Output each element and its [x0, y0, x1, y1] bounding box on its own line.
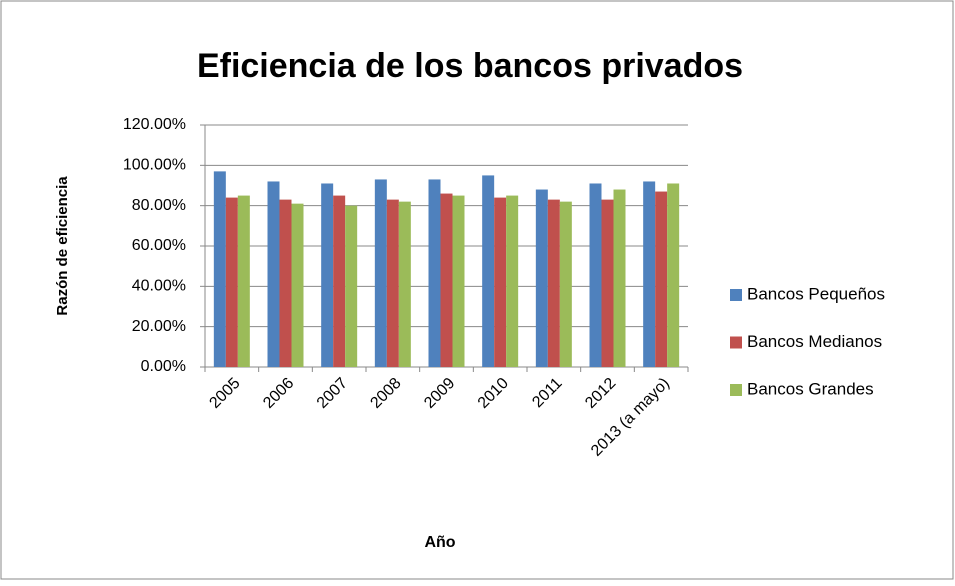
bar — [643, 181, 656, 367]
bar — [452, 195, 465, 367]
bar — [225, 197, 238, 367]
bar — [494, 197, 507, 367]
bar — [667, 183, 680, 367]
y-tick-label: 20.00% — [132, 318, 186, 335]
bar — [267, 181, 280, 367]
y-tick-label: 40.00% — [132, 278, 186, 295]
bar — [333, 195, 346, 367]
legend-label: Bancos Pequeños — [747, 284, 885, 303]
y-tick-label: 80.00% — [132, 197, 186, 214]
bar — [613, 189, 626, 367]
bar — [321, 183, 334, 367]
bar — [213, 171, 226, 367]
x-axis-title: Año — [424, 534, 455, 551]
legend-swatch — [730, 336, 742, 349]
bar — [506, 195, 519, 367]
bar — [601, 199, 614, 367]
y-tick-label: 60.00% — [132, 237, 186, 254]
bar — [655, 191, 668, 367]
bar — [535, 189, 548, 367]
chart-title: Eficiencia de los bancos privados — [197, 47, 743, 85]
bar — [345, 205, 358, 367]
bar — [291, 203, 304, 367]
bar — [428, 179, 441, 367]
y-axis-title: Razón de eficiencia — [54, 176, 71, 316]
y-tick-label: 0.00% — [141, 358, 186, 375]
bar — [374, 179, 387, 367]
y-tick-label: 100.00% — [123, 157, 186, 174]
bar — [440, 193, 453, 367]
bar — [279, 199, 292, 367]
bar — [237, 195, 250, 367]
bar — [547, 199, 560, 367]
bar — [589, 183, 602, 367]
bar — [398, 201, 411, 367]
bar — [386, 199, 399, 367]
legend-label: Bancos Grandes — [747, 379, 874, 398]
legend-swatch — [730, 384, 742, 396]
y-tick-label: 120.00% — [123, 116, 186, 133]
legend-swatch — [730, 289, 742, 301]
bar — [559, 201, 572, 367]
bar — [482, 175, 495, 367]
legend-label: Bancos Medianos — [747, 332, 882, 351]
